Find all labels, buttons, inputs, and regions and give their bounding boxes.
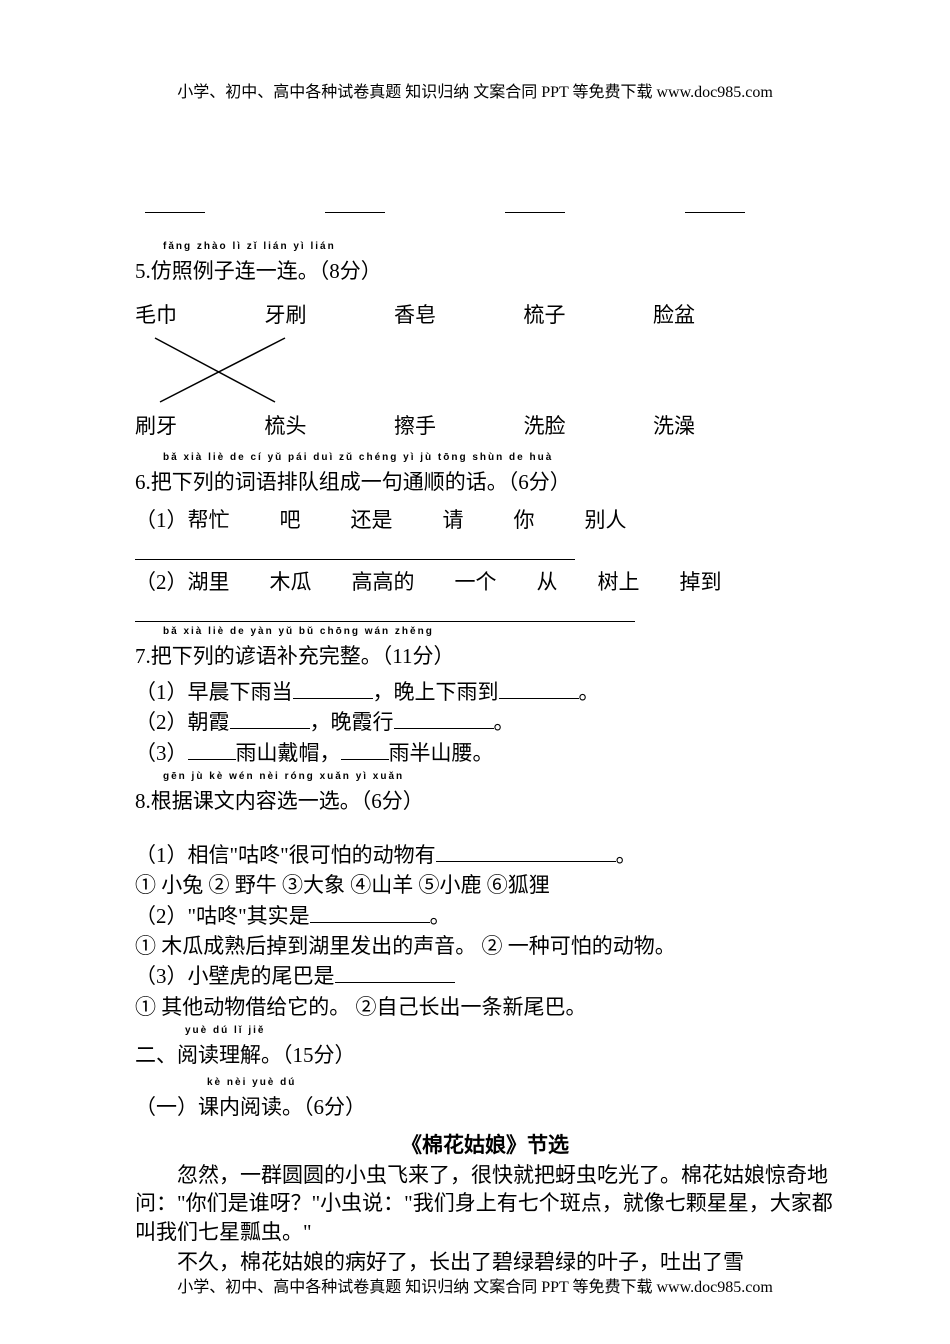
q6-title: bǎ xià liè de cí yǔ pái duì zǔ chéng yì … [135,466,835,496]
q7-title: bǎ xià liè de yàn yǔ bǔ chōng wán zhěng … [135,640,835,670]
q7-2c: 。 [494,710,515,734]
q6-item1: （1）帮忙 吧 还是 请 你 别人 [135,504,835,534]
main-content: fǎng zhào lì zǐ lián yì lián 5.仿照例子连一连。（… [135,195,835,1276]
q7-1a: （1）早晨下雨当 [135,680,293,704]
page-header: 小学、初中、高中各种试卷真题 知识归纳 文案合同 PPT 等免费下载 www.d… [0,78,950,102]
q7-line3: （3） 雨山戴帽， 雨半山腰。 [135,739,835,767]
q5-top-4: 梳子 [524,299,566,329]
q6-1-3: 还是 [351,504,393,534]
q8-l5-fill [335,965,455,983]
sec2-sub-title: kè nèi yuè dú （一）课内阅读。（6分） [135,1091,835,1121]
sec2-title: yuè dú lǐ jiě 二、阅读理解。（15分） [135,1039,835,1069]
q5-bot-3: 擦手 [394,410,436,440]
q7-1b: ，晚上下雨到 [373,680,499,704]
q8-title: gēn jù kè wén nèi róng xuǎn yì xuǎn 8.根据… [135,785,835,815]
q6-2-1: （2）湖里 [135,566,230,596]
sec2-pinyin: yuè dú lǐ jiě [185,1025,265,1036]
sec2-sub-pinyin: kè nèi yuè dú [207,1077,296,1088]
q7-1c: 。 [579,680,600,704]
q6-1-5: 你 [514,504,535,534]
sec2-sub-text: （一）课内阅读。（6分） [135,1095,366,1119]
q8-l5-text: （3）小壁虎的尾巴是 [135,964,335,988]
q6-1-2: 吧 [280,504,301,534]
q7-2-fill2 [394,711,494,729]
q5-bottom-row: 刷牙 梳头 擦手 洗脸 洗澡 [135,410,695,440]
q6-1-1: （1）帮忙 [135,504,230,534]
passage-p1: 忽然，一群圆圆的小虫飞来了，很快就把蚜虫吃光了。棉花姑娘惊奇地问："你们是谁呀？… [135,1161,835,1246]
q7-3-fill2 [341,742,389,760]
q5-top-3: 香皂 [394,299,436,329]
q5-line-1 [155,338,275,402]
q8-l1: （1）相信"咕咚"很可怕的动物有 。 [135,841,835,869]
q6-item2: （2）湖里 木瓜 高高的 一个 从 树上 掉到 [135,566,855,596]
q5-pinyin: fǎng zhào lì zǐ lián yì lián [163,241,336,252]
q8-l1-fill [436,844,616,862]
passage-p1-text: 忽然，一群圆圆的小虫飞来了，很快就把蚜虫吃光了。棉花姑娘惊奇地问："你们是谁呀？… [135,1161,835,1246]
q6-1-6: 别人 [585,504,627,534]
q6-blank2 [135,598,635,622]
q5-bot-5: 洗澡 [653,410,695,440]
q8-l3-end: 。 [430,904,451,928]
q8-l1-end: 。 [616,843,637,867]
q7-3-fill1 [188,742,236,760]
sec2-title-text: 二、阅读理解。（15分） [135,1043,356,1067]
q5-top-1: 毛巾 [135,299,177,329]
q7-pinyin: bǎ xià liè de yàn yǔ bǔ chōng wán zhěng [163,626,434,637]
q8-l1-text: （1）相信"咕咚"很可怕的动物有 [135,843,436,867]
q8-l5: （3）小壁虎的尾巴是 [135,962,835,990]
q7-title-text: 7.把下列的谚语补充完整。（11分） [135,644,454,668]
q6-2-3: 高高的 [352,566,415,596]
q7-2-fill1 [230,711,310,729]
q8-pinyin: gēn jù kè wén nèi róng xuǎn yì xuǎn [163,771,404,782]
blank-4 [685,195,745,213]
q8-l4: ① 木瓜成熟后掉到湖里发出的声音。 ② 一种可怕的动物。 [135,932,835,960]
q8-l3: （2）"咕咚"其实是 。 [135,902,835,930]
q6-2-7: 掉到 [680,566,722,596]
blank-3 [505,195,565,213]
passage-title: 《棉花姑娘》节选 [135,1129,835,1159]
q6-blank1 [135,536,575,560]
q7-2b: ，晚霞行 [310,710,394,734]
q7-2a: （2）朝霞 [135,710,230,734]
q7-1-fill1 [293,681,373,699]
q6-2-6: 树上 [598,566,640,596]
q5-top-5: 脸盆 [653,299,695,329]
q6-2-4: 一个 [455,566,497,596]
q5-lines-svg [135,335,695,405]
q8-l3-text: （2）"咕咚"其实是 [135,904,310,928]
q6-title-text: 6.把下列的词语排队组成一句通顺的话。（6分） [135,470,571,494]
q5-match: 毛巾 牙刷 香皂 梳子 脸盆 刷牙 梳头 擦手 洗脸 洗澡 [135,299,695,440]
row-blanks [135,195,835,213]
q6-1-4: 请 [443,504,464,534]
q7-line1: （1）早晨下雨当 ，晚上下雨到 。 [135,678,835,706]
q7-3b: 雨山戴帽， [236,741,341,765]
q5-bot-1: 刷牙 [135,410,177,440]
q5-bot-4: 洗脸 [524,410,566,440]
q7-1-fill2 [499,681,579,699]
q8-title-text: 8.根据课文内容选一选。（6分） [135,789,424,813]
q5-bot-2: 梳头 [265,410,307,440]
q5-top-2: 牙刷 [265,299,307,329]
q5-line-2 [160,338,285,402]
q8-l3-fill [310,905,430,923]
page-footer: 小学、初中、高中各种试卷真题 知识归纳 文案合同 PPT 等免费下载 www.d… [0,1273,950,1297]
q6-pinyin: bǎ xià liè de cí yǔ pái duì zǔ chéng yì … [163,452,553,463]
q5-title: fǎng zhào lì zǐ lián yì lián 5.仿照例子连一连。（… [135,255,835,285]
q8-l2: ① 小兔 ② 野牛 ③大象 ④山羊 ⑤小鹿 ⑥狐狸 [135,871,835,899]
q7-line2: （2）朝霞 ，晚霞行 。 [135,708,835,736]
q6-2-2: 木瓜 [270,566,312,596]
q7-3a: （3） [135,741,188,765]
q5-top-row: 毛巾 牙刷 香皂 梳子 脸盆 [135,299,695,329]
blank-1 [145,195,205,213]
blank-2 [325,195,385,213]
q6-2-5: 从 [537,566,558,596]
q8-l6: ① 其他动物借给它的。 ②自己长出一条新尾巴。 [135,993,835,1021]
q7-3c: 雨半山腰。 [389,741,494,765]
q5-title-text: 5.仿照例子连一连。（8分） [135,259,382,283]
